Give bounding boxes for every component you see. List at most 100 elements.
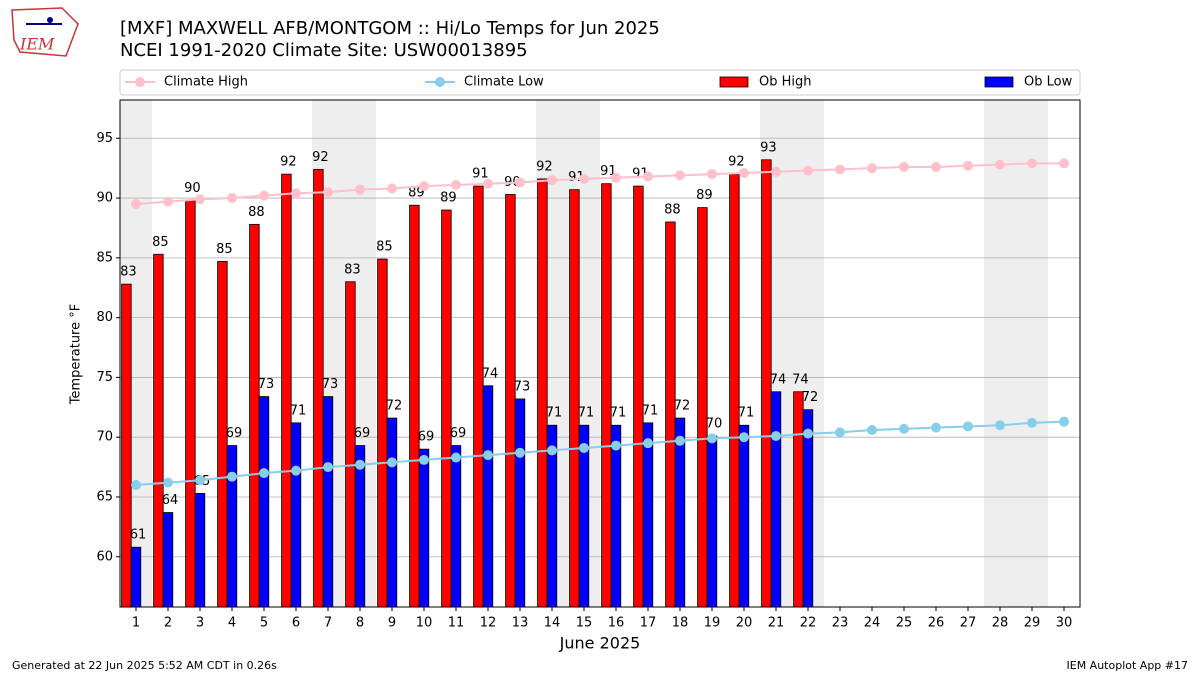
x-tick-label: 5 xyxy=(260,616,268,631)
bar xyxy=(665,221,676,608)
bar xyxy=(793,391,804,608)
marker xyxy=(483,450,493,461)
logo-outline xyxy=(11,7,79,57)
marker xyxy=(227,193,237,204)
data-label: 73 xyxy=(322,377,339,392)
marker xyxy=(611,440,621,451)
marker xyxy=(515,447,525,458)
legend-label: Climate High xyxy=(164,75,248,90)
bar xyxy=(322,396,334,608)
line xyxy=(135,162,1064,206)
marker xyxy=(227,471,237,482)
data-label: 85 xyxy=(376,240,393,255)
bar xyxy=(281,173,292,608)
x-tick-label: 13 xyxy=(512,616,529,631)
data-label: 71 xyxy=(546,406,563,421)
marker xyxy=(547,175,557,186)
marker xyxy=(291,465,301,476)
legend-swatch xyxy=(135,77,145,87)
weekend-band xyxy=(984,100,1048,607)
x-tick-label: 7 xyxy=(324,616,332,631)
bar xyxy=(153,253,164,608)
logo-dot xyxy=(47,17,53,23)
bar xyxy=(121,283,132,608)
marker xyxy=(899,161,909,172)
bar xyxy=(290,422,302,608)
data-label: 71 xyxy=(610,406,627,421)
data-label: 91 xyxy=(472,167,489,182)
logo: IEM xyxy=(11,7,79,57)
x-tick-label: 12 xyxy=(480,616,497,631)
legend-box xyxy=(119,69,1081,96)
marker xyxy=(867,163,877,174)
data-label: 61 xyxy=(130,528,147,543)
marker xyxy=(675,170,685,181)
x-tick-label: 9 xyxy=(388,616,396,631)
data-label: 71 xyxy=(290,403,307,418)
legend-swatch xyxy=(435,77,445,87)
chart-title: [MXF] MAXWELL AFB/MONTGOM :: Hi/Lo Temps… xyxy=(120,18,660,39)
x-tick-label: 21 xyxy=(768,616,785,631)
y-tick-label: 80 xyxy=(96,310,113,325)
y-tick-label: 95 xyxy=(96,131,113,146)
bar xyxy=(537,178,548,608)
x-tick-label: 29 xyxy=(1024,616,1041,631)
data-label: 83 xyxy=(120,265,137,280)
data-label: 70 xyxy=(706,417,723,432)
data-label: 89 xyxy=(440,191,457,206)
bar xyxy=(802,409,814,608)
x-tick-label: 3 xyxy=(196,616,204,631)
marker xyxy=(707,169,717,180)
data-label: 73 xyxy=(258,377,275,392)
marker xyxy=(131,199,141,210)
x-tick-label: 11 xyxy=(448,616,465,631)
marker xyxy=(323,187,333,198)
legend-label: Climate Low xyxy=(464,75,544,90)
marker xyxy=(643,171,653,182)
bar xyxy=(601,183,612,608)
bar xyxy=(249,223,260,608)
marker xyxy=(931,422,941,433)
marker xyxy=(259,468,269,479)
data-label: 74 xyxy=(482,366,499,381)
line xyxy=(135,420,1065,487)
marker xyxy=(1027,158,1037,169)
bar xyxy=(729,173,740,608)
x-tick-label: 19 xyxy=(704,616,721,631)
data-label: 92 xyxy=(536,159,553,174)
bar xyxy=(633,185,644,608)
bar xyxy=(258,396,270,608)
bar xyxy=(473,185,484,608)
bar xyxy=(505,194,516,608)
x-tick-label: 17 xyxy=(640,616,657,631)
data-label: 90 xyxy=(184,181,201,196)
data-label: 88 xyxy=(664,202,681,217)
legend-swatch xyxy=(984,76,1014,88)
legend-swatch xyxy=(719,76,749,88)
marker xyxy=(1059,158,1069,169)
marker xyxy=(675,435,685,446)
x-tick-label: 20 xyxy=(736,616,753,631)
marker xyxy=(899,423,909,434)
data-label: 69 xyxy=(418,430,435,445)
footer-right: IEM Autoplot App #17 xyxy=(1067,659,1189,672)
marker xyxy=(195,475,205,486)
marker xyxy=(739,432,749,443)
bar xyxy=(345,281,356,608)
marker xyxy=(643,438,653,449)
x-tick-label: 4 xyxy=(228,616,236,631)
legend-label: Ob High xyxy=(759,75,812,90)
marker xyxy=(259,190,269,201)
data-label: 64 xyxy=(162,493,179,508)
bar xyxy=(697,207,708,608)
y-axis-label: Temperature °F xyxy=(69,304,84,405)
data-label: 71 xyxy=(578,406,595,421)
data-label: 85 xyxy=(152,235,169,250)
marker xyxy=(963,421,973,432)
x-tick-label: 8 xyxy=(356,616,364,631)
data-label: 71 xyxy=(642,403,659,418)
legend-label: Ob Low xyxy=(1024,75,1073,90)
bar xyxy=(642,422,654,608)
marker xyxy=(835,164,845,175)
marker xyxy=(867,425,877,436)
